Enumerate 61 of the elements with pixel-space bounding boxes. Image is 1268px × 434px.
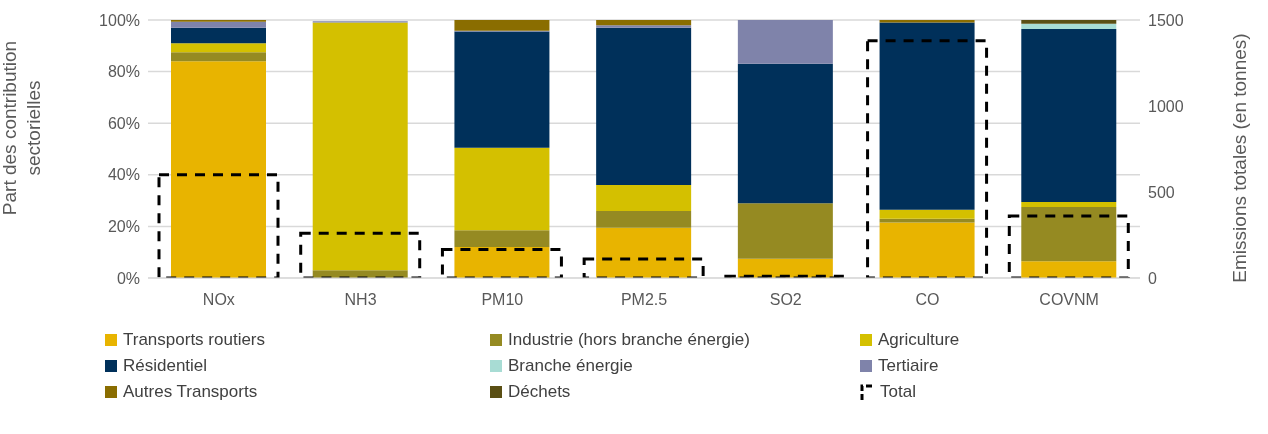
bar: [454, 20, 550, 31]
y-tick-label: 80%: [107, 63, 140, 81]
y2-tick-label: 500: [1148, 183, 1175, 201]
bar: [1021, 207, 1117, 262]
bar: [879, 222, 975, 278]
bar: [1021, 23, 1117, 30]
bar: [737, 20, 833, 64]
legend-label: Industrie (hors branche énergie): [508, 330, 750, 350]
legend-label: Résidentiel: [123, 356, 208, 376]
y-tick-label: 60%: [107, 114, 140, 132]
bar: [454, 147, 550, 231]
y-tick-label: 40%: [107, 166, 140, 184]
bar: [1021, 20, 1117, 24]
y2-tick-label: 0: [1148, 269, 1157, 287]
bar: [312, 22, 408, 271]
bar: [171, 52, 266, 62]
bar: [454, 31, 550, 148]
legend-label: Total: [880, 382, 916, 402]
bar: [454, 247, 550, 278]
y-tick-label: 0%: [116, 269, 140, 287]
x-tick-label: SO2: [769, 291, 802, 309]
bar: [596, 27, 692, 186]
legend-label: Branche énergie: [508, 356, 633, 376]
bar: [879, 22, 975, 210]
y-tick-label: 100%: [99, 11, 140, 29]
bar: [1021, 261, 1117, 278]
bar: [879, 209, 975, 219]
y2-axis-title: Emissions totales (en tonnes): [1229, 32, 1251, 285]
y2-tick-label: 1000: [1148, 97, 1184, 115]
x-tick-label: NH3: [344, 291, 377, 309]
x-tick-label: CO: [915, 291, 940, 309]
bar: [312, 270, 408, 278]
bar: [1021, 29, 1117, 202]
bar: [724, 274, 847, 278]
bar: [171, 27, 266, 44]
bar: [171, 21, 266, 28]
bar: [596, 25, 692, 28]
x-tick-label: NOx: [202, 291, 235, 309]
x-tick-label: COVNM: [1039, 291, 1099, 309]
x-tick-label: PM2.5: [620, 291, 668, 309]
bar: [596, 185, 692, 211]
y-axis-title: Part des contribution sectorielles: [0, 39, 45, 218]
bar: [596, 210, 692, 228]
bar: [879, 20, 975, 23]
bar: [171, 61, 266, 278]
legend-label: Transports routiers: [123, 330, 266, 350]
x-tick-label: PM10: [481, 291, 524, 309]
legend-label: Tertiaire: [878, 356, 939, 376]
bar: [1021, 201, 1117, 208]
bar: [596, 227, 692, 278]
y-tick-label: 20%: [107, 218, 140, 236]
legend-label: Autres Transports: [123, 382, 258, 402]
bar: [879, 218, 975, 223]
bar: [737, 63, 833, 204]
bar: [171, 43, 266, 53]
bar: [454, 230, 550, 248]
y2-tick-label: 1500: [1148, 11, 1184, 29]
bar: [737, 203, 833, 259]
legend-label: Agriculture: [878, 330, 960, 350]
legend-label: Déchets: [508, 382, 571, 402]
bar: [596, 20, 692, 26]
